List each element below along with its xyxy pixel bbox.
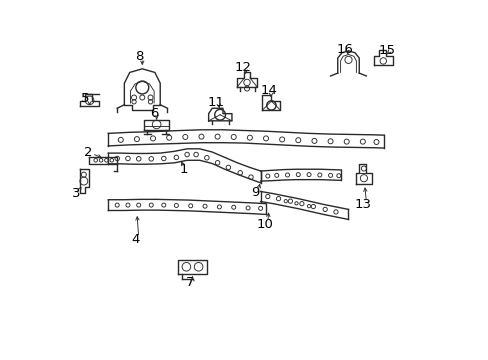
Text: 4: 4 [131, 233, 139, 246]
Text: 8: 8 [135, 50, 143, 63]
Text: 11: 11 [207, 96, 224, 109]
Text: 16: 16 [336, 42, 353, 55]
Text: 13: 13 [354, 198, 371, 211]
Text: 7: 7 [185, 276, 194, 289]
Text: 5: 5 [81, 92, 90, 105]
Text: 3: 3 [72, 187, 80, 200]
Text: 9: 9 [250, 186, 259, 199]
Text: 2: 2 [84, 145, 93, 158]
Text: 15: 15 [378, 44, 395, 57]
Text: 1: 1 [179, 163, 187, 176]
Text: 12: 12 [234, 60, 251, 73]
Text: 10: 10 [256, 218, 273, 231]
Text: 14: 14 [260, 84, 276, 97]
Text: 6: 6 [150, 107, 158, 120]
